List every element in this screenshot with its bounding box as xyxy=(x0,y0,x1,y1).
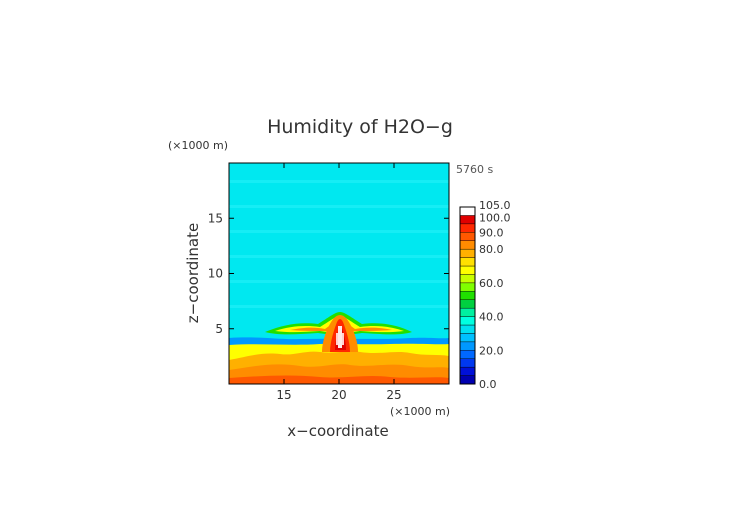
colorbar-swatch xyxy=(459,265,476,275)
y-tick-label: 5 xyxy=(215,322,223,336)
chart-title: Humidity of H2O−g xyxy=(267,116,453,138)
y-tick-label: 10 xyxy=(208,267,223,281)
colorbar-swatch xyxy=(459,333,476,343)
x-axis: 15 20 25 xyxy=(276,163,402,402)
colorbar-swatch xyxy=(459,232,476,241)
background-texture xyxy=(229,180,449,308)
colorbar-swatch xyxy=(459,299,476,309)
y-axis: 5 10 15 xyxy=(208,211,449,336)
contour-core-peak-2 xyxy=(338,326,342,348)
colorbar-frame xyxy=(459,206,476,385)
colorbar-swatch xyxy=(459,206,476,216)
colorbar-swatch xyxy=(459,307,476,317)
colorbar-swatch xyxy=(459,248,476,258)
colorbar-swatch xyxy=(459,282,476,292)
colorbar-label: 80.0 xyxy=(479,243,504,256)
colorbar-swatch xyxy=(459,350,476,359)
y-axis-title: z−coordinate xyxy=(184,223,202,323)
colorbar-swatch xyxy=(459,341,476,351)
x-tick-label: 15 xyxy=(276,388,291,402)
colorbar-label: 60.0 xyxy=(479,277,504,290)
colorbar-swatch xyxy=(459,215,476,225)
colorbar-label: 100.0 xyxy=(479,211,511,224)
colorbar-swatch xyxy=(459,240,476,250)
time-label: 5760 s xyxy=(456,163,493,176)
colorbar-swatch xyxy=(459,274,476,284)
x-unit-label: (×1000 m) xyxy=(390,405,450,418)
plot-area xyxy=(229,163,449,384)
colorbar-label: 90.0 xyxy=(479,226,504,239)
colorbar-swatch xyxy=(459,366,476,376)
x-tick-label: 20 xyxy=(331,388,346,402)
colorbar-label: 105.0 xyxy=(479,199,511,212)
colorbar-swatch xyxy=(459,375,476,385)
colorbar-label: 0.0 xyxy=(479,378,497,391)
y-tick-label: 15 xyxy=(208,211,223,225)
colorbar-swatch xyxy=(459,291,476,300)
colorbar-swatch xyxy=(459,324,476,334)
colorbar-label: 40.0 xyxy=(479,311,504,324)
y-unit-label: (×1000 m) xyxy=(168,139,228,152)
colorbar-swatch xyxy=(459,257,476,267)
colorbar-swatch xyxy=(459,223,476,233)
colorbar-swatch xyxy=(459,316,476,326)
x-axis-title: x−coordinate xyxy=(287,422,388,440)
colorbar-label: 20.0 xyxy=(479,344,504,357)
x-tick-label: 25 xyxy=(386,388,401,402)
colorbar-swatch xyxy=(459,358,476,368)
colorbar xyxy=(459,206,476,385)
